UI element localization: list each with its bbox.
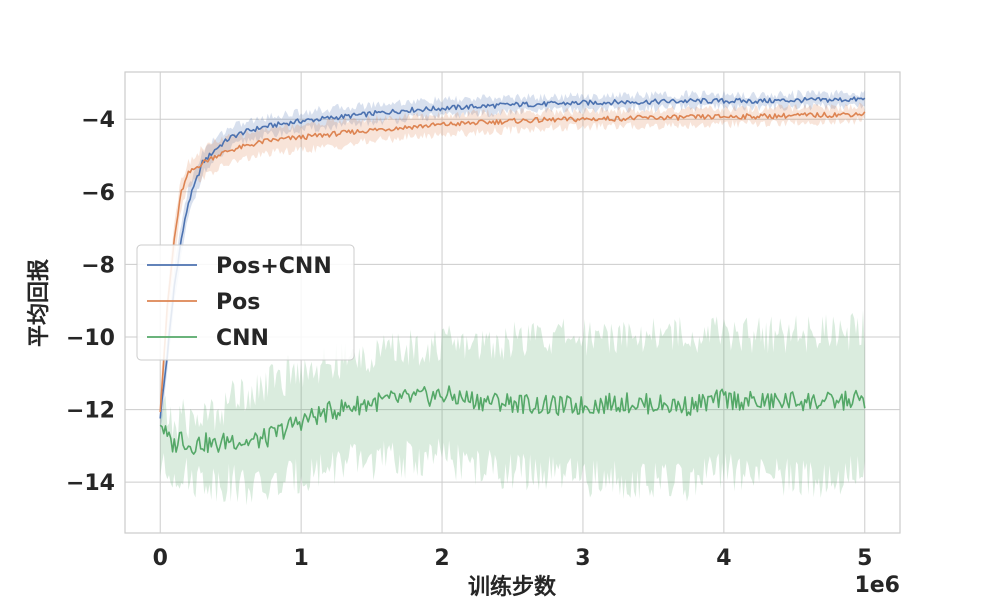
legend-label: Pos [216,290,260,315]
series-line-2 [159,385,866,455]
y-tick-label: −10 [66,326,115,351]
legend: Pos+CNN Pos CNN [136,244,355,361]
legend-box [136,244,355,361]
y-axis-label: 平均回报 [26,259,52,347]
legend-label: Pos+CNN [216,254,332,279]
x-tick-label: 2 [434,546,449,571]
x-tick-labels: 0 1 2 3 4 5 [153,546,873,571]
y-tick-label: −12 [66,399,115,424]
legend-label: CNN [216,326,269,351]
y-tick-labels: −4 −6 −8 −10 −12 −14 [66,108,115,496]
x-tick-label: 3 [575,546,590,571]
y-tick-label: −14 [66,471,115,496]
x-tick-label: 5 [857,546,872,571]
x-tick-label: 1 [293,546,308,571]
x-axis-label: 训练步数 [468,574,557,600]
series-lines [159,96,866,455]
y-tick-label: −8 [81,253,115,278]
x-tick-label: 4 [716,546,731,571]
y-tick-label: −4 [81,108,115,133]
series-line-0 [159,96,866,419]
series-line-1 [159,111,866,413]
x-offset-label: 1e6 [854,573,900,598]
y-tick-label: −6 [81,181,115,206]
x-tick-label: 0 [153,546,168,571]
